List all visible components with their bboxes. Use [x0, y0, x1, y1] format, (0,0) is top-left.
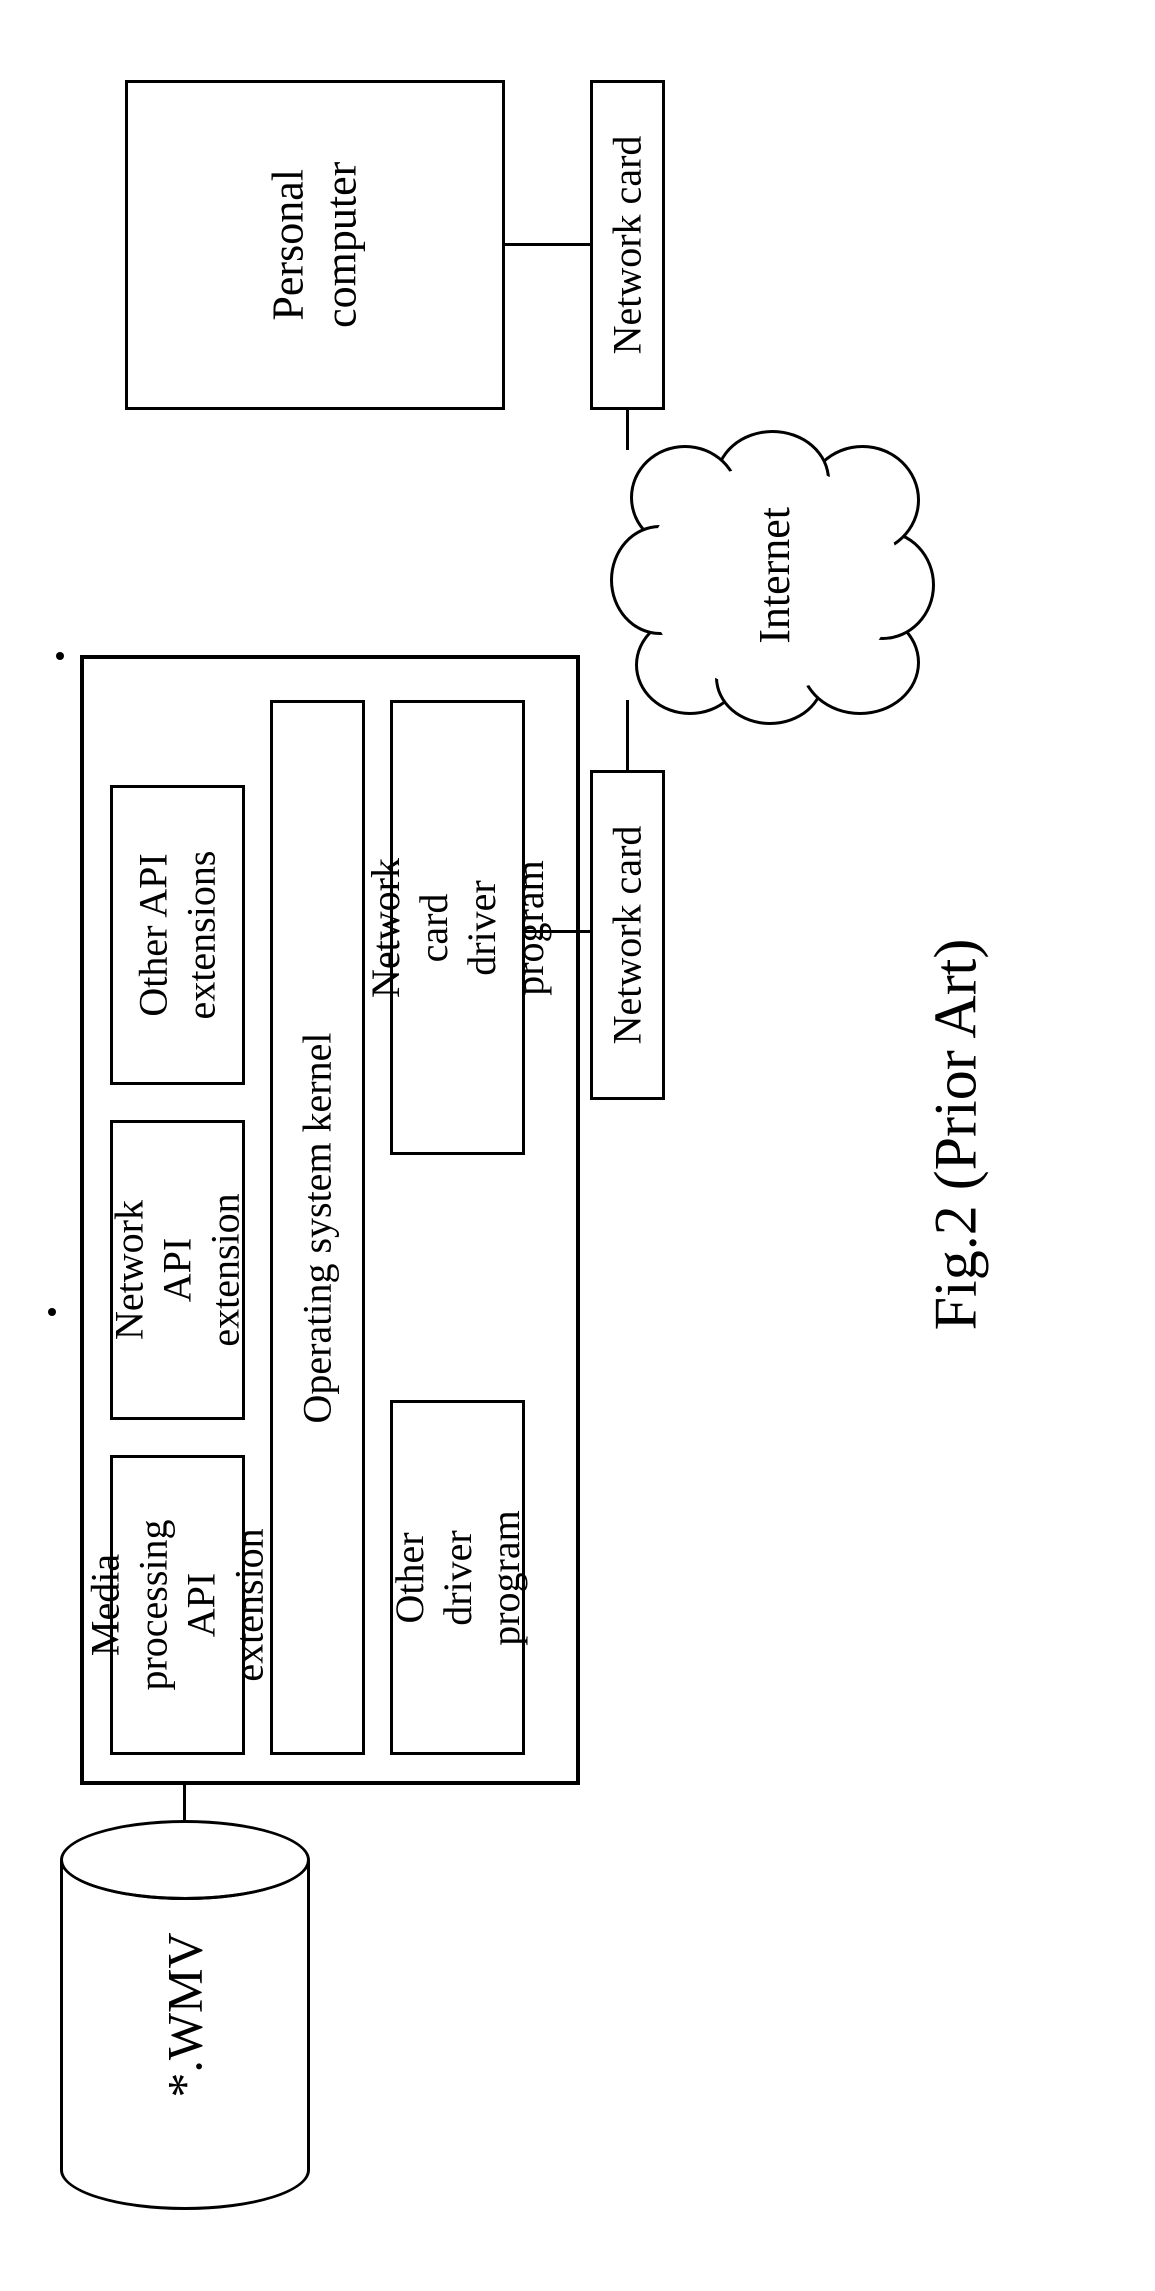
internet-cloud: Internet: [615, 435, 935, 715]
network-card-1-box: Network card: [590, 770, 665, 1100]
edge-nic2-pc: [505, 243, 590, 246]
internet-label: Internet: [749, 507, 802, 644]
edge-cloud-nic2: [626, 410, 629, 450]
edge-wmv-system: [183, 1785, 186, 1820]
network-card-2-label: Network card: [604, 136, 652, 355]
pc-label: Personalcomputer: [262, 162, 368, 328]
diagram-canvas: *.WMV MediaprocessingAPI extension Netwo…: [20, 20, 1135, 2271]
wmv-label: *.WMV: [155, 1932, 215, 2097]
pc-box: Personalcomputer: [125, 80, 505, 410]
scan-artifact-dot: [48, 1308, 56, 1316]
net-driver-box: Network card driverprogram: [390, 700, 525, 1155]
os-kernel-label: Operating system kernel: [294, 1032, 342, 1423]
scan-artifact-dot: [56, 652, 64, 660]
network-card-2-box: Network card: [590, 80, 665, 410]
media-api-box: MediaprocessingAPI extension: [110, 1455, 245, 1755]
other-api-box: Other APIextensions: [110, 785, 245, 1085]
network-api-label: Network APIextension: [106, 1193, 250, 1346]
network-api-box: Network APIextension: [110, 1120, 245, 1420]
other-driver-label: Other driverprogram: [386, 1510, 530, 1646]
other-driver-box: Other driverprogram: [390, 1400, 525, 1755]
figure-caption: Fig.2 (Prior Art): [921, 939, 990, 1331]
os-kernel-box: Operating system kernel: [270, 700, 365, 1755]
edge-driver-nic1: [525, 930, 590, 933]
media-api-label: MediaprocessingAPI extension: [82, 1519, 274, 1690]
wmv-cylinder: *.WMV: [60, 1820, 310, 2210]
other-api-label: Other APIextensions: [130, 851, 226, 1020]
net-driver-label: Network card driverprogram: [362, 858, 554, 998]
network-card-1-label: Network card: [604, 826, 652, 1045]
